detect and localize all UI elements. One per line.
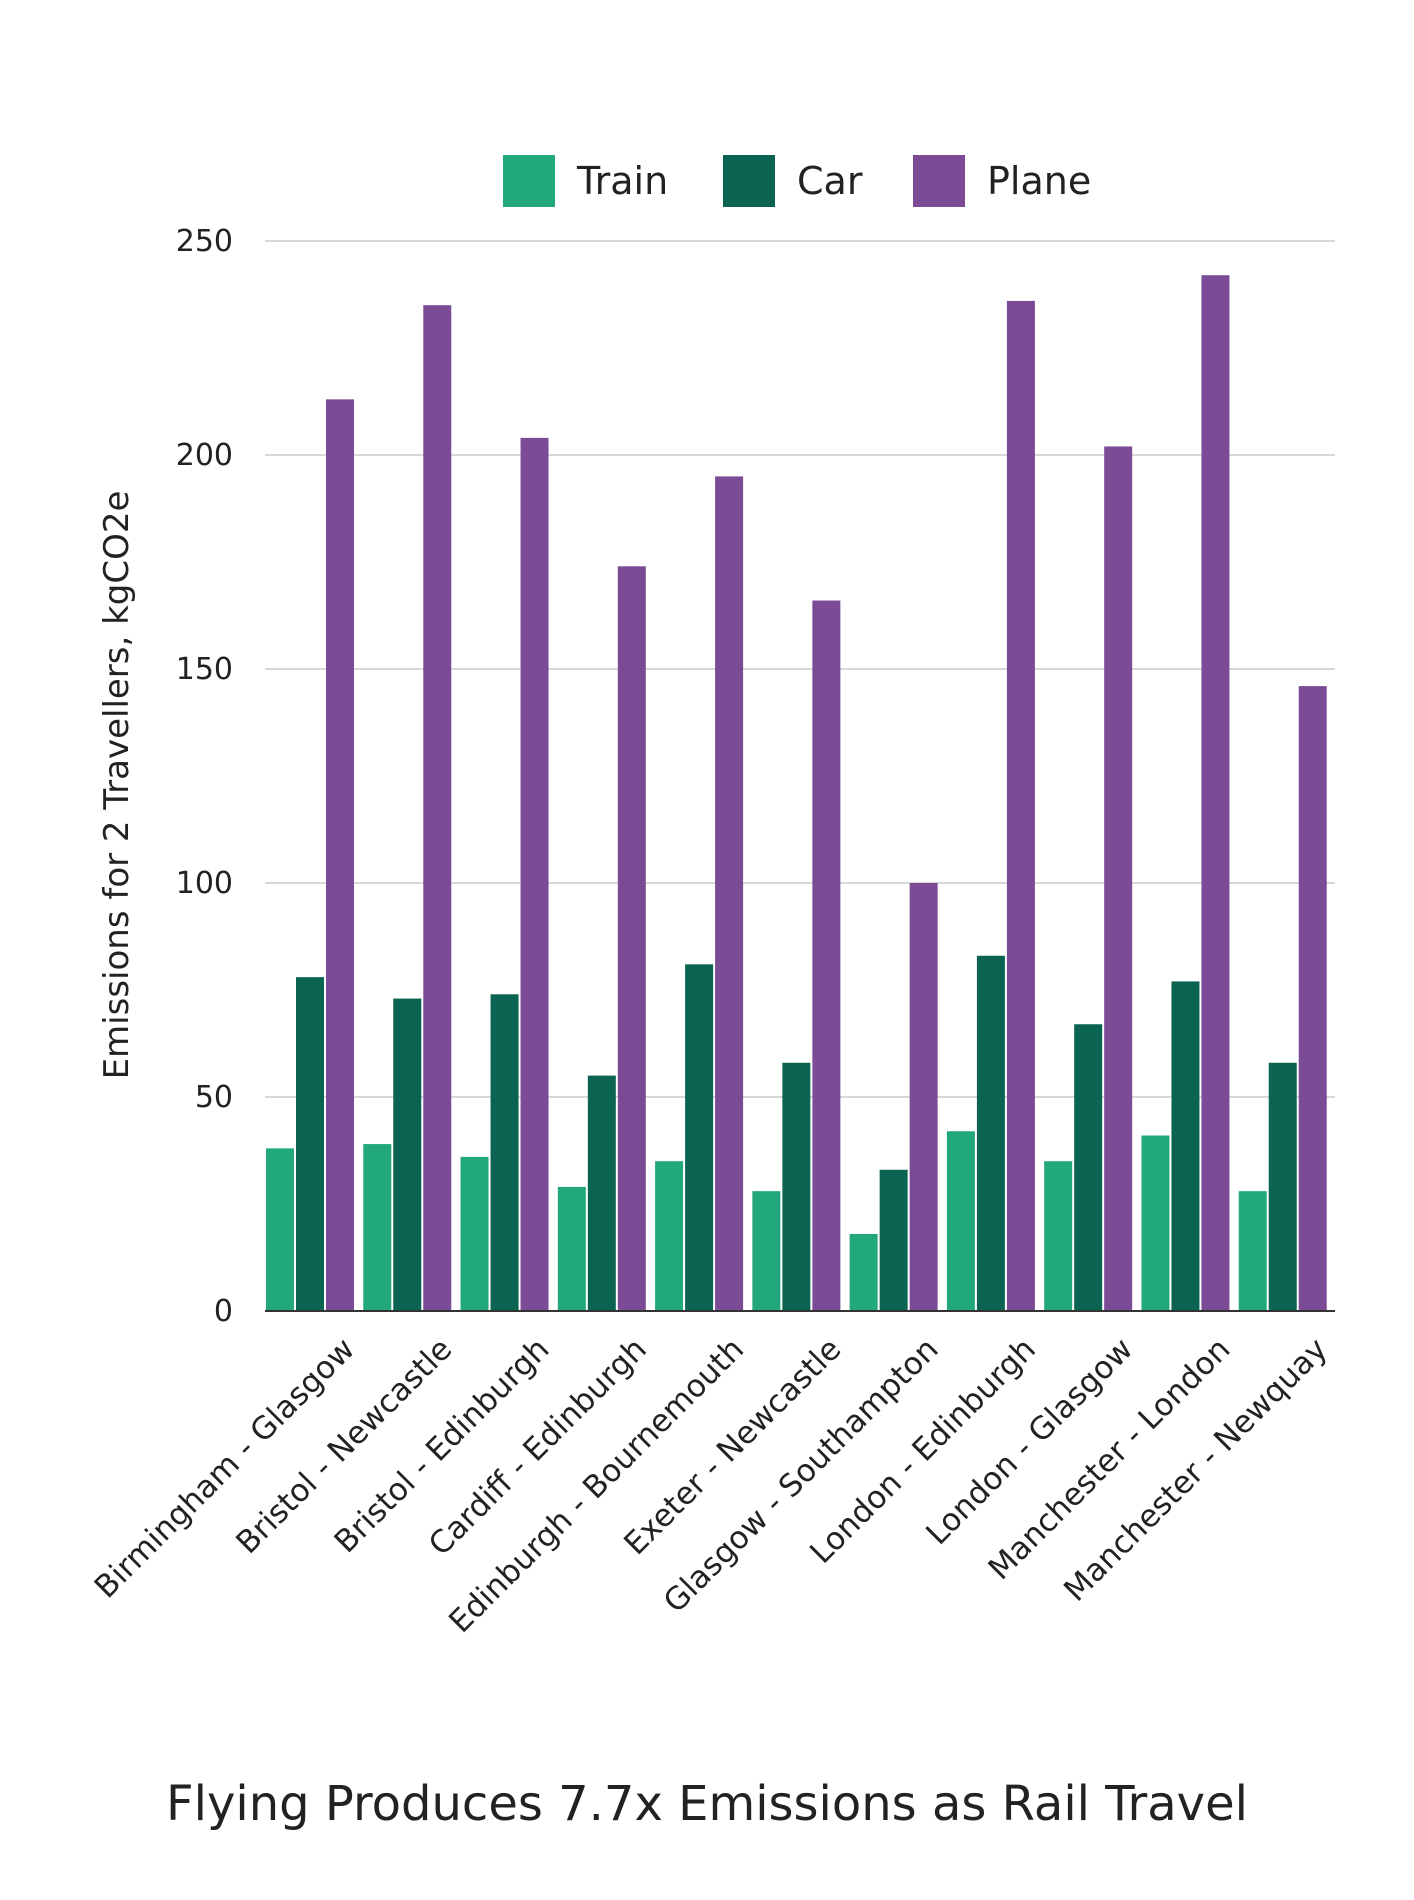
bar-car [393,998,422,1311]
bar-train [557,1186,586,1311]
y-tick-label: 0 [214,1294,233,1329]
legend-swatch-car [723,155,775,207]
bar-plane [617,566,646,1311]
bar-plane [1201,275,1230,1311]
bar-car [782,1062,811,1311]
y-tick-label: 50 [195,1080,233,1115]
y-axis-ticks: 0 50 100 150 200 250 [176,224,233,1329]
bar-train [946,1131,975,1311]
bar-train [655,1161,684,1311]
bar-car [1171,981,1200,1311]
bar-plane [909,883,938,1311]
bar-car [685,964,714,1311]
bar-plane [715,476,744,1311]
bars [266,275,1327,1311]
bar-car [1268,1062,1297,1311]
bar-train [752,1191,781,1311]
legend-swatch-plane [913,155,965,207]
y-tick-label: 250 [176,224,233,259]
bar-train [1044,1161,1073,1311]
bar-plane [1006,300,1035,1311]
legend-label-train: Train [576,159,668,203]
bar-plane [812,600,841,1311]
bar-plane [326,399,354,1311]
chart-title: Flying Produces 7.7x Emissions as Rail T… [166,1776,1248,1832]
bar-train [460,1156,489,1311]
bar-train [266,1148,294,1311]
bar-car [1074,1024,1103,1311]
bar-train [1141,1135,1170,1311]
y-tick-label: 100 [176,866,233,901]
bar-plane [1104,446,1133,1311]
bar-plane [423,305,452,1311]
legend: Train Car Plane [503,155,1091,207]
bar-car [879,1169,908,1311]
legend-swatch-train [503,155,555,207]
bar-car [976,955,1005,1311]
y-tick-label: 150 [176,652,233,687]
bar-plane [1298,686,1327,1311]
bar-train [849,1233,878,1311]
y-axis-label: Emissions for 2 Travellers, kgCO2e [97,491,137,1080]
y-tick-label: 200 [176,438,233,473]
bar-train [363,1144,392,1311]
bar-car [587,1075,616,1311]
bar-train [1238,1191,1267,1311]
legend-label-plane: Plane [987,159,1091,203]
bar-plane [520,437,549,1311]
legend-label-car: Car [797,159,863,203]
bar-car [490,994,519,1311]
bar-car [296,977,324,1311]
